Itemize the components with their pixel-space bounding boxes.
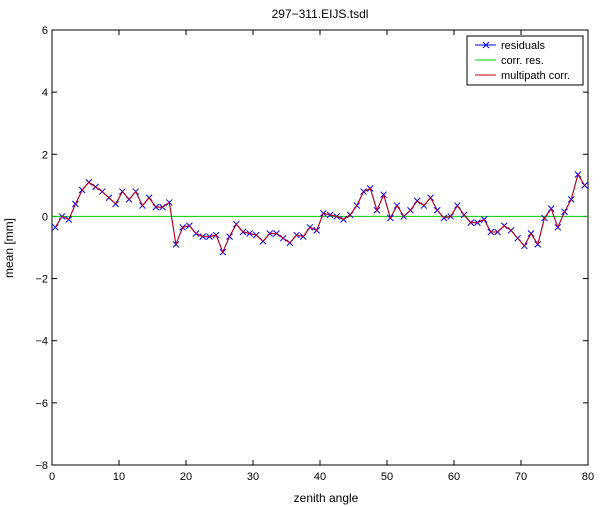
y-tick-label: 4 — [42, 87, 48, 99]
x-tick-label: 50 — [381, 471, 393, 483]
y-tick-label: −6 — [35, 398, 48, 410]
legend: residuals corr. res. multipath corr. — [466, 35, 584, 86]
y-tick-label: 6 — [42, 25, 48, 37]
x-tick-label: 10 — [113, 471, 125, 483]
x-tick-label: 20 — [180, 471, 192, 483]
y-tick-label: −4 — [35, 336, 48, 348]
x-tick-label: 70 — [515, 471, 527, 483]
legend-multipath-label: multipath corr. — [501, 70, 570, 82]
chart-title: 297−311.EIJS.tsdl — [272, 7, 369, 21]
legend-residuals-marker — [482, 41, 490, 49]
x-axis: 0 10 20 30 40 50 60 70 80 — [49, 30, 594, 483]
x-tick-label: 60 — [448, 471, 460, 483]
x-axis-label: zenith angle — [294, 491, 359, 505]
x-tick-label: 40 — [314, 471, 326, 483]
x-tick-label: 80 — [582, 471, 594, 483]
x-tick-label: 0 — [49, 471, 55, 483]
y-tick-label: −8 — [35, 460, 48, 472]
y-tick-label: 2 — [42, 149, 48, 161]
multipath-corr-line — [54, 173, 586, 254]
y-tick-label: 0 — [42, 211, 48, 223]
plot-area — [51, 29, 589, 466]
y-axis-label: mean [mm] — [2, 218, 16, 278]
legend-corr-res-label: corr. res. — [501, 55, 544, 67]
residual-point — [51, 223, 59, 231]
y-tick-label: −2 — [35, 274, 48, 286]
legend-residuals-label: residuals — [501, 40, 546, 52]
x-tick-label: 30 — [247, 471, 259, 483]
